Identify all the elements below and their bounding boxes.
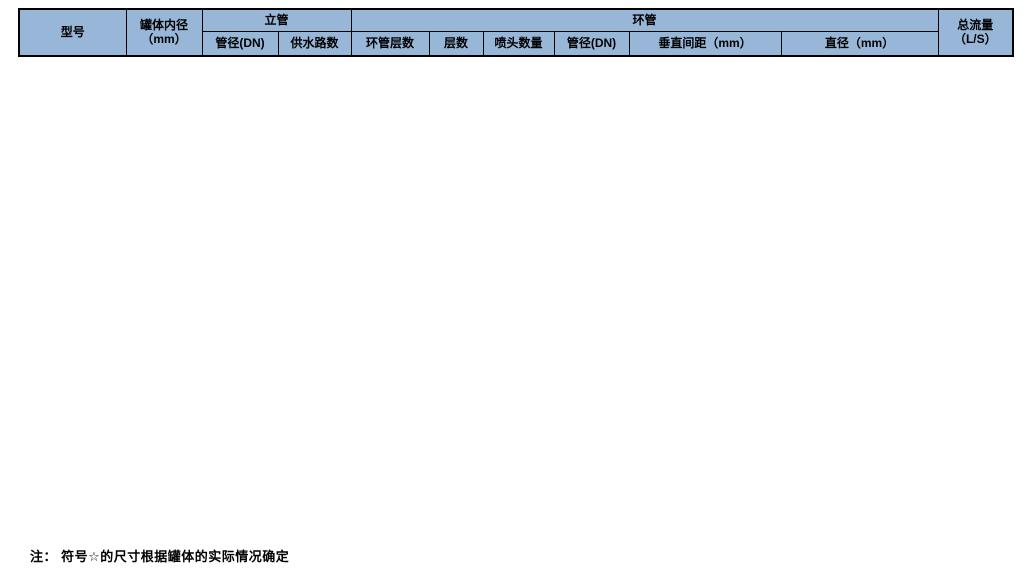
header-vertical-spacing: 垂直间距（mm） (628, 31, 782, 57)
header-tank-diameter: 罐体内径 （mm） (125, 8, 203, 57)
header-riser-dn: 管径(DN) (201, 31, 279, 57)
header-water-routes: 供水路数 (277, 31, 352, 57)
footnote: 注： 符号☆的尺寸根据罐体的实际情况确定 (30, 549, 290, 564)
header-ring-layers: 环管层数 (350, 31, 430, 57)
header-ring-group: 环管 (350, 8, 939, 32)
header-tank-diameter-line1: 罐体内径 (139, 18, 188, 33)
header-riser-group: 立管 (201, 8, 352, 32)
header-row-1: 型号 罐体内径 （mm） 立管 环管 总流量 （L/S） (18, 8, 1014, 57)
table-header: 型号 罐体内径 （mm） 立管 环管 总流量 （L/S） 管径(DN) 供水路数… (18, 8, 1014, 57)
header-ring-dn: 管径(DN) (553, 31, 630, 57)
header-nozzle-count: 喷头数量 (482, 31, 555, 57)
header-layer-no: 层数 (428, 31, 484, 57)
header-row-2: 管径(DN) 供水路数 环管层数 层数 喷头数量 管径(DN) 垂直间距（mm）… (19, 31, 1013, 57)
header-tank-diameter-line2: （mm） (141, 31, 187, 46)
header-total-flow-line2: （L/S） (953, 31, 997, 46)
header-diameter: 直径（mm） (780, 31, 939, 57)
header-total-flow-line1: 总流量 (957, 18, 994, 33)
header-total-flow: 总流量 （L/S） (937, 8, 1014, 57)
spec-table: 型号 罐体内径 （mm） 立管 环管 总流量 （L/S） 管径(DN) 供水路数… (18, 8, 1015, 57)
header-model: 型号 (18, 8, 127, 57)
